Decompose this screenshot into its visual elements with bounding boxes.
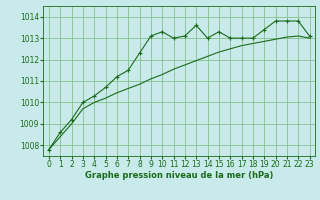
X-axis label: Graphe pression niveau de la mer (hPa): Graphe pression niveau de la mer (hPa) — [85, 171, 273, 180]
